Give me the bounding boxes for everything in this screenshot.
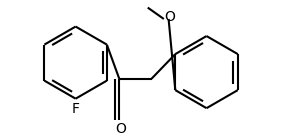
Text: O: O xyxy=(164,10,175,24)
Text: F: F xyxy=(72,102,80,116)
Text: O: O xyxy=(115,122,126,136)
